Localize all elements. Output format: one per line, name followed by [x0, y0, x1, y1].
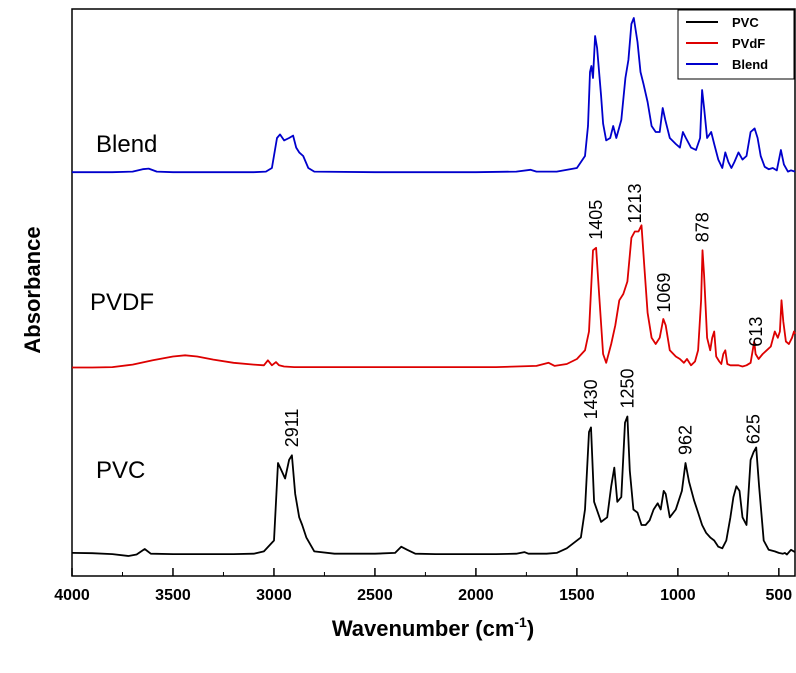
x-tick-label: 1500	[559, 587, 595, 604]
x-tick-label: 1000	[660, 587, 696, 604]
x-tick-label: 2500	[357, 587, 393, 604]
series-line-pvdf	[72, 224, 796, 369]
legend: PVC PVdF Blend	[677, 9, 795, 80]
x-axis-title-superscript: -1	[514, 614, 527, 630]
trace-label-pvdf: PVDF	[90, 289, 154, 316]
x-tick-label: 3000	[256, 587, 292, 604]
x-tick-label: 3500	[155, 587, 191, 604]
x-tick-label: 500	[765, 587, 792, 604]
series-layer	[71, 17, 796, 557]
peak-label-962: 962	[676, 425, 696, 455]
peak-label-1069: 1069	[654, 273, 674, 313]
peak-label-2911: 2911	[282, 409, 302, 448]
y-axis-title: Absorbance	[20, 226, 45, 353]
peak-label-1405: 1405	[586, 200, 606, 240]
legend-label-pvdf: PVdF	[732, 36, 765, 51]
series-line-pvc	[71, 415, 796, 557]
x-tick-label: 2000	[458, 587, 494, 604]
peak-label-1250: 1250	[617, 368, 637, 408]
peak-labels: 2911 1430 1250 962 625 1405 1213 1069 878 613	[282, 183, 766, 455]
trace-label-pvc: PVC	[96, 457, 145, 484]
peak-label-1430: 1430	[581, 379, 601, 419]
peak-label-613: 613	[746, 317, 766, 347]
peak-label-878: 878	[693, 212, 713, 242]
plot-frame	[71, 8, 796, 577]
peak-label-1213: 1213	[625, 183, 645, 223]
legend-label-pvc: PVC	[732, 15, 759, 30]
trace-labels: PVC PVDF Blend	[90, 131, 157, 484]
series-line-blend	[72, 17, 796, 174]
x-tick-label: 4000	[54, 587, 90, 604]
legend-label-blend: Blend	[732, 57, 768, 72]
x-axis-title: Wavenumber (cm-1)	[332, 614, 534, 641]
peak-label-625: 625	[744, 414, 764, 444]
trace-label-blend: Blend	[96, 131, 157, 158]
x-axis-ticks: 4000 3500 3000 2500 2000 1500 1000 500	[54, 568, 792, 604]
